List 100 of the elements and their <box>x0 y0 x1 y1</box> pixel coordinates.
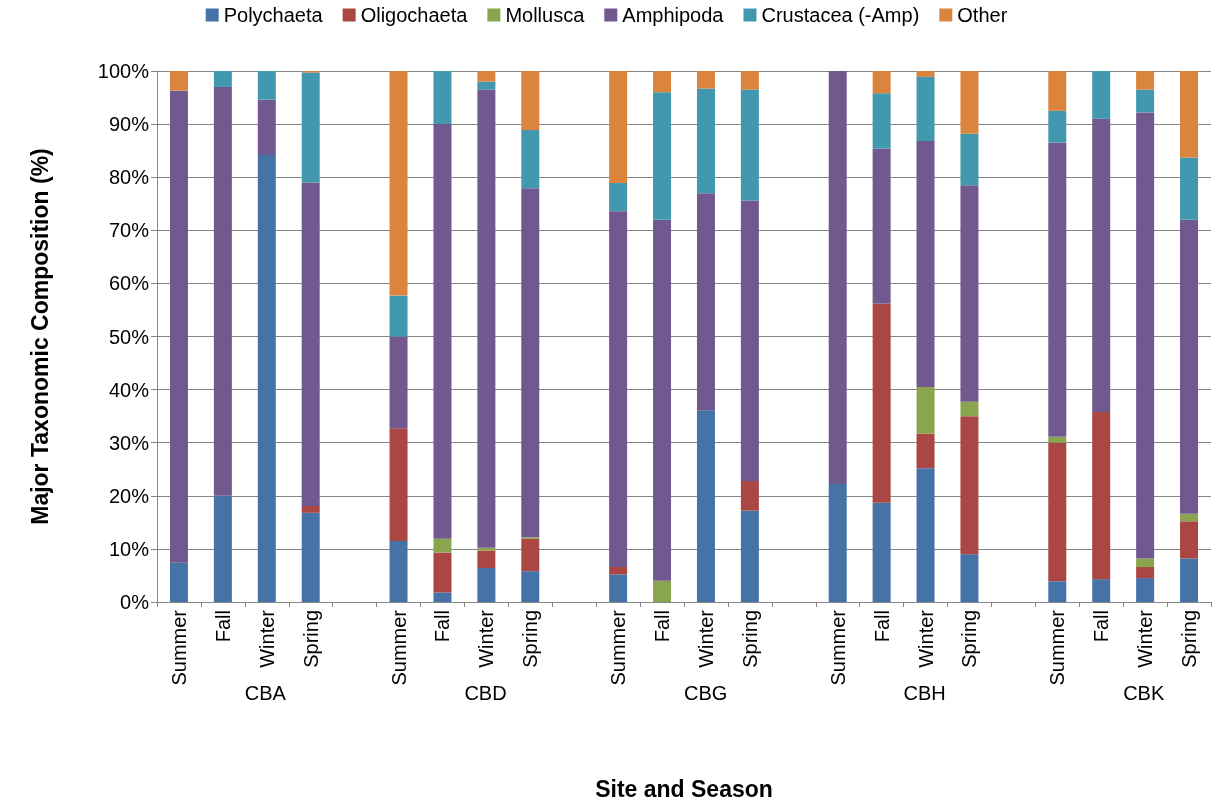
bar <box>740 200 759 481</box>
bar <box>301 505 320 513</box>
bar <box>916 76 935 142</box>
bar <box>521 129 540 189</box>
bar <box>609 183 628 212</box>
bar <box>1180 71 1199 158</box>
bar <box>169 71 188 91</box>
x-tick-label: Fall <box>870 610 893 643</box>
bar <box>960 554 979 602</box>
text: CBH <box>903 682 946 704</box>
bar <box>916 141 935 387</box>
bar <box>389 71 408 296</box>
x-tick-label: Summer <box>167 609 190 686</box>
y-tick-label: 70% <box>108 219 150 242</box>
bar <box>1180 513 1199 522</box>
x-tick-label: Spring <box>958 610 981 668</box>
bar <box>609 566 628 575</box>
bar <box>609 574 628 602</box>
x-tick-label: Fall <box>211 610 234 643</box>
bar <box>257 154 276 602</box>
bar <box>213 71 232 87</box>
y-tick-label: 30% <box>108 431 150 454</box>
y-tick-label: 100% <box>97 60 150 82</box>
bar <box>433 592 452 602</box>
bar <box>1048 71 1067 111</box>
bar <box>960 71 979 134</box>
x-tick-label: Spring <box>299 610 322 668</box>
bar <box>960 416 979 555</box>
bar <box>1092 118 1111 412</box>
bar <box>433 124 452 539</box>
bar <box>213 495 232 602</box>
x-axis-title: Site and Season <box>595 775 773 802</box>
bar <box>1092 579 1111 602</box>
x-tick-label: Summer <box>607 609 630 686</box>
y-tick-label: 90% <box>108 113 150 136</box>
bar <box>1136 578 1155 602</box>
bar <box>477 81 496 90</box>
legend-label: Mollusca <box>505 4 586 26</box>
bar <box>960 185 979 402</box>
bar <box>916 386 935 434</box>
x-tick-label: Winter <box>914 609 937 668</box>
y-tick-label: 0% <box>120 591 150 613</box>
bar <box>696 193 715 411</box>
bar <box>477 568 496 602</box>
bar <box>696 71 715 89</box>
y-tick-label: 80% <box>108 166 150 189</box>
bar <box>1092 71 1111 119</box>
bar <box>1136 558 1155 567</box>
bar <box>433 71 452 125</box>
bar <box>477 89 496 548</box>
bar <box>1136 112 1155 559</box>
x-tick-label: Spring <box>1178 610 1201 668</box>
y-axis-title: Major Taxonomic Composition (%) <box>26 148 53 525</box>
text: CBD <box>464 682 507 704</box>
bar <box>1180 157 1199 220</box>
y-tick-label: 40% <box>108 378 150 401</box>
bar <box>696 88 715 194</box>
bar <box>1180 219 1199 514</box>
bar <box>916 433 935 469</box>
y-tick-label: 10% <box>108 537 150 560</box>
bar <box>872 71 891 94</box>
bar <box>828 484 847 602</box>
bar <box>1048 436 1067 443</box>
bar <box>389 336 408 429</box>
legend-label: Polychaeta <box>223 4 324 26</box>
bar <box>433 552 452 593</box>
bar <box>1048 581 1067 602</box>
bar <box>1136 71 1155 90</box>
x-tick-label: Spring <box>519 610 542 668</box>
y-tick-label: 20% <box>108 484 150 507</box>
bar <box>169 562 188 602</box>
bar <box>301 512 320 602</box>
bar <box>1048 442 1067 582</box>
bar <box>740 510 759 602</box>
y-tick-label: 50% <box>108 325 150 348</box>
y-tick-label: 60% <box>108 272 150 295</box>
bar <box>1092 411 1111 580</box>
bar <box>653 71 672 93</box>
x-tick-label: Fall <box>431 610 454 643</box>
bar <box>872 148 891 304</box>
text: CBA <box>244 682 287 704</box>
x-tick-label: Summer <box>1046 609 1069 686</box>
text: CBK <box>1123 682 1165 704</box>
bar <box>477 550 496 569</box>
bar <box>1048 110 1067 143</box>
bar <box>389 295 408 337</box>
bar <box>1048 142 1067 437</box>
x-tick-label: Winter <box>255 609 278 668</box>
legend-label: Amphipoda <box>622 4 725 26</box>
legend-label: Oligochaeta <box>360 4 469 26</box>
bar <box>740 89 759 201</box>
bar <box>521 571 540 602</box>
bar <box>960 133 979 186</box>
bar <box>301 182 320 506</box>
bar <box>389 428 408 541</box>
bar <box>257 99 276 155</box>
bar <box>872 303 891 503</box>
legend-label: Other <box>957 4 1008 26</box>
bar <box>828 71 847 485</box>
bar <box>609 71 628 184</box>
